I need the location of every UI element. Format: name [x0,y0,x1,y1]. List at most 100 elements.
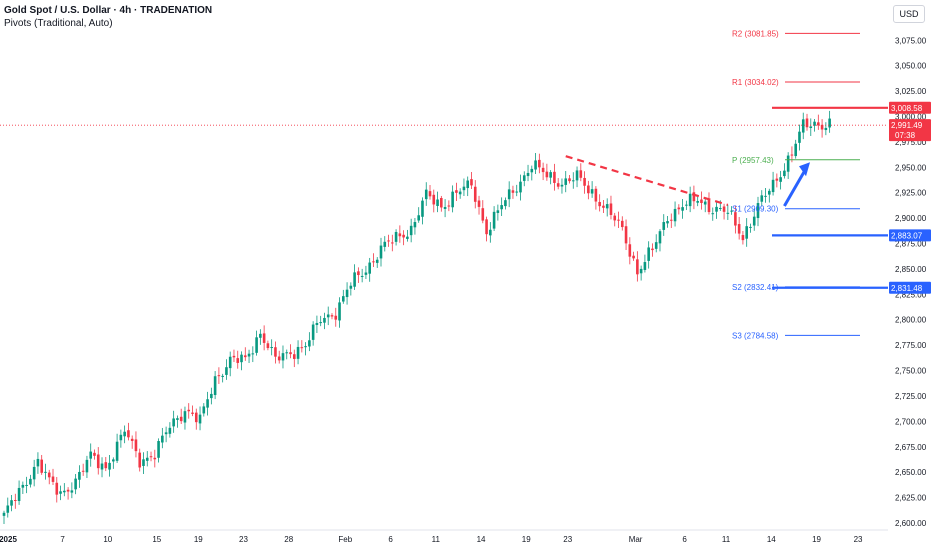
candle-body[interactable] [240,354,243,363]
candle-body[interactable] [368,262,371,274]
candle-body[interactable] [530,168,534,173]
candle-body[interactable] [436,199,439,206]
candle-body[interactable] [654,242,658,249]
candle-body[interactable] [277,356,281,361]
candle-body[interactable] [783,170,786,177]
candle-body[interactable] [775,178,779,181]
candle-body[interactable] [692,192,696,202]
candle-body[interactable] [583,177,586,186]
candle-body[interactable] [168,427,172,434]
candle-body[interactable] [194,412,198,423]
candle-body[interactable] [100,463,104,470]
candle-body[interactable] [817,122,820,126]
candle-body[interactable] [36,458,40,467]
candle-body[interactable] [311,324,315,340]
candle-body[interactable] [14,500,17,502]
candle-body[interactable] [455,190,458,193]
candle-body[interactable] [719,208,722,210]
candle-body[interactable] [259,333,262,338]
candle-body[interactable] [379,245,383,259]
candle-body[interactable] [213,376,217,396]
candle-body[interactable] [145,457,149,461]
candle-body[interactable] [221,375,224,377]
candle-body[interactable] [63,490,66,493]
candle-body[interactable] [636,259,639,275]
candle-body[interactable] [522,175,526,181]
candle-body[interactable] [624,226,628,244]
candle-body[interactable] [496,210,500,213]
candle-body[interactable] [545,171,549,178]
candle-body[interactable] [360,275,364,277]
candle-body[interactable] [768,190,771,195]
candle-body[interactable] [696,201,699,203]
candle-body[interactable] [428,191,432,197]
candle-body[interactable] [613,215,617,221]
candle-body[interactable] [375,259,379,263]
candle-body[interactable] [29,478,32,485]
candle-body[interactable] [96,454,100,469]
candle-body[interactable] [809,126,813,129]
candle-body[interactable] [715,206,718,212]
candle-body[interactable] [421,200,424,217]
price-axis[interactable] [888,0,932,550]
candle-body[interactable] [323,317,326,323]
candle-body[interactable] [85,459,89,473]
candle-body[interactable] [620,220,624,228]
candle-body[interactable] [51,476,55,482]
candle-body[interactable] [485,219,488,235]
candle-body[interactable] [756,203,760,219]
candle-body[interactable] [78,471,81,480]
candle-body[interactable] [658,231,662,244]
candle-body[interactable] [406,236,409,239]
candle-body[interactable] [142,459,145,466]
candle-body[interactable] [130,438,134,441]
candle-body[interactable] [304,346,307,348]
candle-body[interactable] [470,179,473,186]
candle-body[interactable] [210,393,213,399]
candle-body[interactable] [149,456,153,458]
trendline[interactable] [565,155,729,206]
candle-body[interactable] [677,207,681,210]
candle-body[interactable] [153,457,157,460]
candle-body[interactable] [47,472,51,478]
candle-body[interactable] [285,352,289,354]
candle-body[interactable] [281,353,285,361]
candle-body[interactable] [703,201,707,205]
candle-body[interactable] [564,178,568,185]
candle-body[interactable] [266,343,270,349]
candle-body[interactable] [6,505,10,513]
candle-body[interactable] [364,272,368,275]
candle-body[interactable] [338,302,341,321]
candle-body[interactable] [801,119,805,133]
candle-body[interactable] [745,226,748,239]
candle-body[interactable] [44,471,47,473]
arrow-shaft[interactable] [783,169,807,207]
candle-body[interactable] [417,215,420,221]
candle-body[interactable] [673,208,677,222]
candle-body[interactable] [104,462,108,469]
candle-body[interactable] [81,470,85,472]
candle-body[interactable] [161,435,164,443]
candle-body[interactable] [722,206,726,212]
candle-body[interactable] [688,193,692,207]
candle-body[interactable] [462,186,466,191]
candle-body[interactable] [191,412,194,414]
candle-body[interactable] [730,210,733,212]
candle-body[interactable] [568,178,571,182]
candle-body[interactable] [507,189,511,200]
candle-body[interactable] [202,406,206,414]
candle-body[interactable] [711,213,715,215]
candle-body[interactable] [402,234,405,238]
candle-body[interactable] [187,409,191,412]
candle-body[interactable] [432,194,436,205]
candle-body[interactable] [157,441,160,458]
candle-body[interactable] [357,271,360,276]
candle-body[interactable] [372,261,375,263]
candle-body[interactable] [108,462,111,470]
candle-body[interactable] [334,315,338,320]
candle-body[interactable] [262,333,266,343]
candle-body[interactable] [538,159,541,168]
candle-body[interactable] [447,205,451,207]
candle-body[interactable] [289,352,292,355]
